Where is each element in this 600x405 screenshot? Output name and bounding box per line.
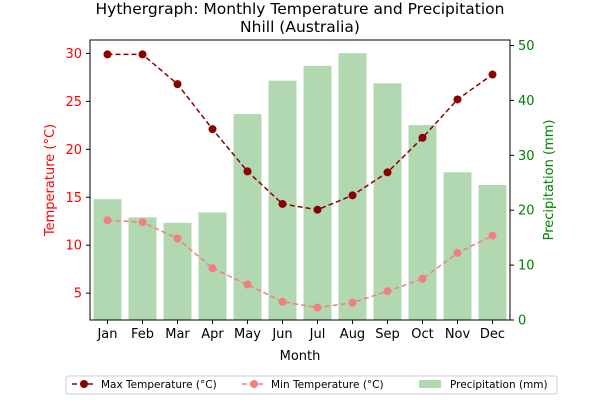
- max-temp-point-may: [243, 167, 252, 176]
- min-temp-point-aug: [348, 298, 357, 307]
- max-temp-point-apr: [208, 125, 217, 134]
- x-tick-label-oct: Oct: [411, 327, 433, 342]
- x-tick-label-dec: Dec: [480, 327, 505, 342]
- precip-bar-oct: [408, 125, 437, 320]
- min-temp-point-jun: [278, 297, 287, 306]
- chart-axes: Jan Feb Mar Apr May Jun Jul Aug Sep Oct Nov Dec 5 10 1…: [65, 39, 534, 342]
- precip-bar-dec: [478, 184, 507, 320]
- y-right-tick-label-30: 30: [518, 149, 535, 164]
- min-temp-point-jul: [313, 303, 322, 312]
- min-temp-line: [107, 219, 493, 309]
- y-right-tick-label-20: 20: [518, 204, 535, 219]
- legend-max-marker: [80, 380, 88, 388]
- max-temp-point-feb: [138, 50, 147, 59]
- max-temp-point-nov: [453, 95, 462, 104]
- max-temp-line: [107, 53, 493, 211]
- chart-title: Hythergraph: Monthly Temperature and Pre…: [96, 0, 505, 18]
- y-left-tick-label-15: 15: [65, 191, 82, 206]
- y-left-tick-label-25: 25: [65, 95, 82, 110]
- precip-bar-sep: [373, 83, 402, 320]
- max-temp-point-jun: [278, 199, 287, 208]
- min-temp-point-apr: [208, 264, 217, 273]
- max-temp-point-sep: [383, 168, 392, 177]
- x-tick-label-jul: Jul: [309, 327, 326, 342]
- y-axis-label-right: Precipitation (mm): [542, 120, 557, 241]
- legend-min-label: Min Temperature (°C): [271, 379, 384, 391]
- plot-frame: [89, 39, 511, 321]
- legend-max-label: Max Temperature (°C): [101, 379, 217, 391]
- x-tick-label-jun: Jun: [271, 327, 292, 342]
- min-temp-point-dec: [488, 231, 497, 240]
- x-tick-label-feb: Feb: [131, 327, 154, 342]
- legend-precip-label: Precipitation (mm): [450, 379, 548, 391]
- x-tick-label-mar: Mar: [165, 327, 190, 342]
- x-tick-label-apr: Apr: [201, 327, 224, 342]
- x-tick-label-may: May: [234, 327, 261, 342]
- min-temp-point-nov: [453, 248, 462, 257]
- min-temp-point-sep: [383, 287, 392, 296]
- x-tick-label-sep: Sep: [375, 327, 400, 342]
- y-right-tick-label-10: 10: [518, 259, 535, 274]
- max-temp-point-aug: [348, 191, 357, 200]
- chart-subtitle: Nhill (Australia): [240, 18, 360, 36]
- x-axis-label: Month: [280, 349, 321, 364]
- precip-bar-feb: [128, 217, 157, 320]
- min-temp-point-may: [243, 280, 252, 289]
- precip-bar-nov: [443, 172, 472, 320]
- max-temp-point-oct: [418, 133, 427, 142]
- y-axis-label-left: Temperature (°C): [43, 124, 58, 237]
- y-left-tick-label-5: 5: [74, 287, 82, 302]
- precipitation-bars: [93, 53, 507, 321]
- legend-precip-swatch: [419, 380, 441, 388]
- max-temp-point-dec: [488, 70, 497, 79]
- y-right-tick-label-40: 40: [518, 94, 535, 109]
- y-left-tick-label-20: 20: [65, 143, 82, 158]
- chart-legend: Max Temperature (°C) Min Temperature (°C…: [65, 375, 558, 395]
- max-temp-point-mar: [173, 80, 182, 89]
- min-temp-point-oct: [418, 274, 427, 283]
- min-temp-point-jan: [103, 216, 112, 225]
- max-temp-point-jan: [103, 50, 112, 59]
- temperature-lines: [103, 50, 497, 312]
- y-right-tick-label-0: 0: [518, 314, 526, 329]
- precip-bar-jul: [303, 65, 332, 320]
- min-temp-point-feb: [138, 218, 147, 227]
- x-tick-label-nov: Nov: [445, 327, 471, 342]
- precip-bar-aug: [338, 53, 367, 320]
- y-right-tick-label-50: 50: [518, 39, 535, 54]
- y-left-tick-label-30: 30: [65, 47, 82, 62]
- y-left-tick-label-10: 10: [65, 239, 82, 254]
- x-tick-label-jan: Jan: [96, 327, 117, 342]
- max-temp-point-jul: [313, 205, 322, 214]
- min-temp-point-mar: [173, 234, 182, 243]
- legend-min-marker: [250, 380, 258, 388]
- x-tick-label-aug: Aug: [340, 327, 365, 342]
